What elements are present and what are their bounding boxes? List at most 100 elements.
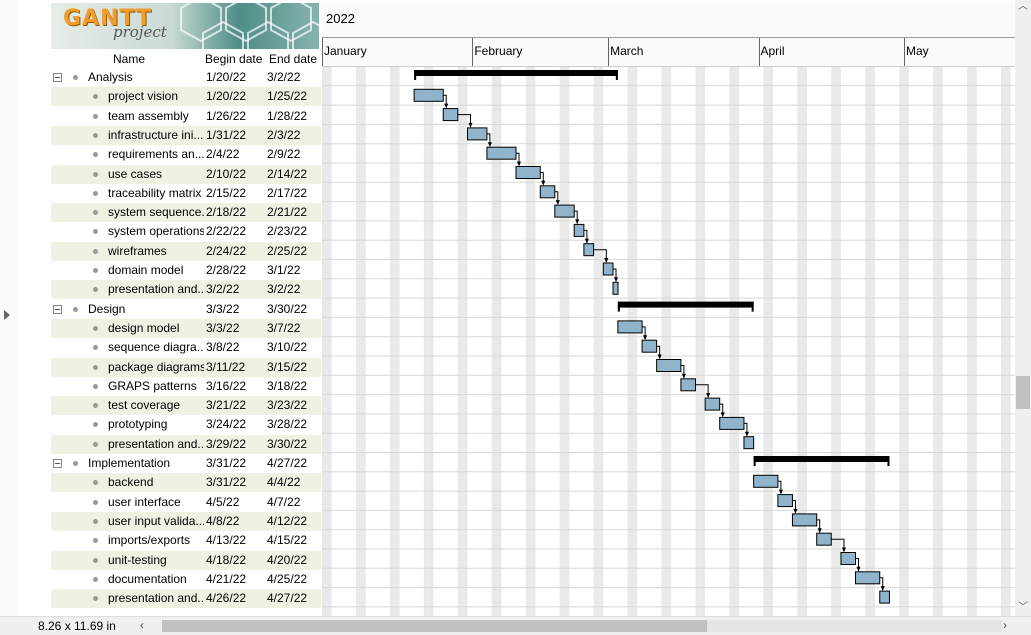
task-end-date[interactable]: 4/15/22 (267, 533, 308, 548)
task-name[interactable]: design model (108, 320, 180, 335)
task-end-date[interactable]: 1/25/22 (267, 89, 308, 104)
task-row[interactable]: presentation and... 4/26/22 4/27/22 (51, 589, 321, 609)
task-row[interactable]: requirements an... 2/4/22 2/9/22 (51, 145, 321, 165)
task-begin-date[interactable]: 2/28/22 (206, 263, 247, 277)
task-row[interactable]: presentation and... 3/29/22 3/30/22 (51, 434, 321, 454)
task-name[interactable]: presentation and... (108, 436, 204, 451)
task-begin-date[interactable]: 4/5/22 (206, 494, 240, 509)
task-row[interactable]: system operations 2/22/22 2/23/22 (51, 222, 321, 242)
task-begin-date[interactable]: 4/18/22 (206, 552, 247, 567)
task-begin-date[interactable]: 3/24/22 (206, 417, 247, 432)
task-name[interactable]: system operations (108, 224, 204, 239)
task-end-date[interactable]: 4/7/22 (267, 494, 301, 509)
task-row[interactable]: package diagrams 3/11/22 3/15/22 (51, 357, 321, 377)
task-name[interactable]: unit-testing (108, 552, 167, 567)
column-header-begin-date[interactable]: Begin date (205, 52, 263, 66)
task-begin-date[interactable]: 2/18/22 (206, 205, 247, 220)
task-begin-date[interactable]: 3/16/22 (206, 378, 247, 393)
task-row[interactable]: imports/exports 4/13/22 4/15/22 (51, 531, 321, 551)
task-begin-date[interactable]: 2/15/22 (206, 185, 247, 200)
task-end-date[interactable]: 3/7/22 (267, 320, 301, 335)
task-name[interactable]: GRAPS patterns (108, 378, 197, 393)
task-row[interactable]: use cases 2/10/22 2/14/22 (51, 164, 321, 184)
scroll-right-arrow-icon[interactable]: › (1003, 618, 1007, 632)
task-row[interactable]: user input valida... 4/8/22 4/12/22 (51, 511, 321, 531)
task-name[interactable]: infrastructure ini... (108, 127, 204, 142)
task-end-date[interactable]: 3/10/22 (267, 340, 308, 355)
task-group-row[interactable]: Design 3/3/22 3/30/22 (51, 299, 321, 319)
scroll-up-arrow-icon[interactable]: ︿ (1018, 1, 1028, 12)
task-end-date[interactable]: 4/27/22 (267, 456, 308, 470)
task-begin-date[interactable]: 1/20/22 (206, 70, 247, 84)
task-end-date[interactable]: 3/30/22 (267, 436, 308, 451)
task-end-date[interactable]: 2/9/22 (267, 147, 301, 162)
expand-panel-arrow-icon[interactable] (4, 310, 10, 320)
task-name[interactable]: Implementation (88, 456, 171, 470)
task-end-date[interactable]: 2/3/22 (267, 127, 301, 142)
task-begin-date[interactable]: 3/29/22 (206, 436, 247, 451)
task-end-date[interactable]: 2/14/22 (267, 166, 308, 181)
task-name[interactable]: domain model (108, 263, 184, 277)
task-end-date[interactable]: 3/30/22 (267, 301, 308, 316)
task-row[interactable]: design model 3/3/22 3/7/22 (51, 318, 321, 338)
task-begin-date[interactable]: 1/26/22 (206, 108, 247, 123)
task-end-date[interactable]: 3/2/22 (267, 282, 301, 297)
task-end-date[interactable]: 1/28/22 (267, 108, 308, 123)
task-begin-date[interactable]: 4/8/22 (206, 513, 240, 528)
gantt-chart[interactable]: 2022 January February March April May (322, 3, 1015, 616)
vertical-scrollbar[interactable]: ︿ ﹀ (1015, 0, 1031, 616)
task-begin-date[interactable]: 3/11/22 (206, 359, 246, 374)
task-row[interactable]: infrastructure ini... 1/31/22 2/3/22 (51, 125, 321, 145)
task-name[interactable]: requirements an... (108, 147, 204, 162)
task-row[interactable]: domain model 2/28/22 3/1/22 (51, 261, 321, 280)
task-name[interactable]: presentation and... (108, 282, 204, 297)
task-name[interactable]: prototyping (108, 417, 168, 432)
task-end-date[interactable]: 3/23/22 (267, 398, 308, 413)
task-name[interactable]: documentation (108, 571, 187, 586)
task-end-date[interactable]: 2/23/22 (267, 224, 308, 239)
task-name[interactable]: project vision (108, 89, 179, 104)
task-group-row[interactable]: Implementation 3/31/22 4/27/22 (51, 454, 321, 473)
task-row[interactable]: documentation 4/21/22 4/25/22 (51, 569, 321, 589)
task-begin-date[interactable]: 1/20/22 (206, 89, 247, 104)
task-begin-date[interactable]: 3/8/22 (206, 340, 240, 355)
task-begin-date[interactable]: 2/24/22 (206, 243, 247, 258)
task-begin-date[interactable]: 4/26/22 (206, 591, 247, 606)
task-end-date[interactable]: 2/21/22 (267, 205, 308, 220)
task-name[interactable]: Design (88, 301, 126, 316)
task-name[interactable]: traceability matrix (108, 185, 202, 200)
task-end-date[interactable]: 4/4/22 (267, 475, 301, 490)
horizontal-scrollbar[interactable] (162, 620, 1002, 632)
collapse-toggle-icon[interactable] (53, 73, 62, 82)
task-name[interactable]: user input valida... (108, 513, 204, 528)
task-begin-date[interactable]: 4/21/22 (206, 571, 247, 586)
scroll-left-arrow-icon[interactable]: ‹ (140, 618, 144, 632)
task-row[interactable]: backend 3/31/22 4/4/22 (51, 473, 321, 493)
task-end-date[interactable]: 4/27/22 (267, 591, 308, 606)
task-end-date[interactable]: 2/17/22 (267, 185, 308, 200)
task-begin-date[interactable]: 2/22/22 (206, 224, 247, 239)
task-name[interactable]: backend (108, 475, 154, 490)
task-name[interactable]: package diagrams (108, 359, 204, 374)
task-row[interactable]: project vision 1/20/22 1/25/22 (51, 87, 321, 107)
horizontal-scroll-thumb[interactable] (162, 620, 707, 632)
task-row[interactable]: presentation and... 3/2/22 3/2/22 (51, 280, 321, 300)
task-row[interactable]: traceability matrix 2/15/22 2/17/22 (51, 183, 321, 203)
task-row[interactable]: wireframes 2/24/22 2/25/22 (51, 241, 321, 261)
task-name[interactable]: wireframes (108, 243, 167, 258)
task-begin-date[interactable]: 3/31/22 (206, 456, 247, 470)
task-row[interactable]: user interface 4/5/22 4/7/22 (51, 492, 321, 512)
task-row[interactable]: sequence diagra... 3/8/22 3/10/22 (51, 338, 321, 358)
task-row[interactable]: prototyping 3/24/22 3/28/22 (51, 415, 321, 435)
task-end-date[interactable]: 2/25/22 (267, 243, 308, 258)
task-name[interactable]: sequence diagra... (108, 340, 204, 355)
task-end-date[interactable]: 3/1/22 (267, 263, 301, 277)
task-row[interactable]: test coverage 3/21/22 3/23/22 (51, 396, 321, 416)
column-header-end-date[interactable]: End date (269, 52, 318, 66)
column-header-name[interactable]: Name (113, 52, 146, 66)
task-end-date[interactable]: 3/2/22 (267, 70, 301, 84)
task-end-date[interactable]: 4/25/22 (267, 571, 308, 586)
task-row[interactable]: GRAPS patterns 3/16/22 3/18/22 (51, 376, 321, 396)
task-name[interactable]: imports/exports (108, 533, 191, 548)
task-begin-date[interactable]: 3/3/22 (206, 320, 240, 335)
